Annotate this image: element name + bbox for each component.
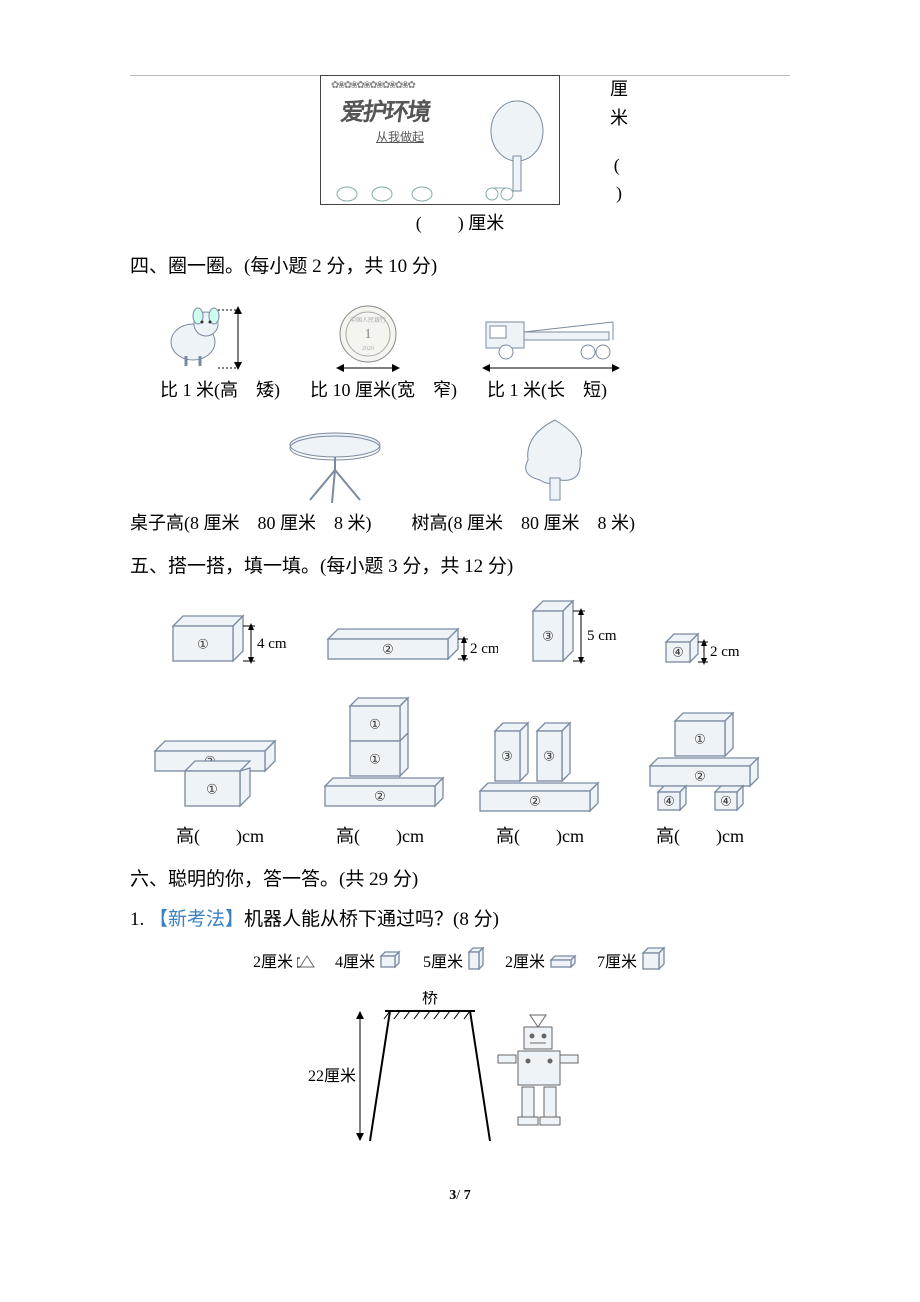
section5-stacks: ② ① ① ① ② ③ — [140, 691, 780, 816]
dim-label: 4 cm — [257, 636, 287, 652]
svg-text:④: ④ — [663, 794, 675, 809]
section5-blocks: ① 4 cm ② 2 cm ③ — [150, 596, 770, 671]
height-blank: 高( )cm — [656, 822, 744, 851]
section6-q1: 1. 【新考法】机器人能从桥下通过吗？(8 分) — [130, 905, 790, 935]
table-icon — [280, 425, 390, 505]
svg-text:④: ④ — [672, 645, 684, 660]
part-label: 2厘米 — [253, 950, 317, 976]
section4-row1-captions: 比 1 米(高 矮) 比 10 厘米(宽 窄) 比 1 米(长 短) — [160, 376, 790, 405]
part-cube-icon — [641, 946, 667, 972]
svg-text:②: ② — [694, 769, 706, 784]
unit-char: 厘 — [610, 79, 628, 99]
caption: 比 1 米(长 短) — [487, 376, 607, 405]
block4-icon: ④ 2 cm — [658, 626, 758, 671]
block3-icon: ③ 5 cm — [523, 596, 633, 671]
svg-text:①: ① — [369, 752, 381, 767]
caption: 比 10 厘米(宽 窄) — [310, 376, 457, 405]
svg-text:2 cm: 2 cm — [470, 641, 498, 657]
svg-text:③: ③ — [542, 629, 554, 644]
svg-text:②: ② — [374, 789, 386, 804]
page-total: 7 — [464, 1188, 471, 1203]
tree2-icon — [510, 415, 600, 505]
caption: 比 1 米(高 矮) — [160, 376, 280, 405]
block2-icon: ② 2 cm — [318, 621, 498, 671]
poster-title: 爱护环境 — [338, 94, 431, 132]
part-label: 4厘米 — [335, 950, 405, 976]
page-content: ✿❀✿❀✿❀✿❀✿❀✿❀✿ 爱护环境 从我做起 — [0, 0, 920, 1151]
svg-text:①: ① — [197, 637, 209, 652]
block1-icon: ① 4 cm — [163, 606, 293, 671]
caption: 树高(8 厘米 80 厘米 8 米) — [412, 509, 636, 538]
q1-tag: 【新考法】 — [149, 909, 244, 930]
stackD-icon: ① ② ④ ④ — [625, 696, 775, 816]
svg-text:③: ③ — [501, 749, 513, 764]
page-number: 3/ 7 — [0, 1185, 920, 1207]
robot-figure: 2厘米 4厘米 5厘米 — [130, 946, 790, 1152]
poster-decor-top: ✿❀✿❀✿❀✿❀✿❀✿❀✿ — [331, 78, 414, 94]
bridge-label: 桥 — [422, 991, 438, 1007]
page-sep: / — [456, 1188, 463, 1203]
stackB-icon: ① ① ② — [305, 691, 455, 816]
part-label: 7厘米 — [597, 946, 667, 976]
bridge-robot-icon: 桥 22厘米 — [300, 991, 620, 1151]
puppy-icon — [148, 292, 278, 372]
svg-text:③: ③ — [543, 749, 555, 764]
stackA-icon: ② ① — [145, 706, 295, 816]
poster-figure: ✿❀✿❀✿❀✿❀✿❀✿❀✿ 爱护环境 从我做起 — [130, 75, 790, 238]
section4-row2-images — [280, 415, 790, 505]
stackC-icon: ③ ③ ② — [465, 696, 615, 816]
part-box-icon — [379, 950, 405, 970]
svg-text:2 cm: 2 cm — [710, 644, 740, 660]
part-label: 2厘米 — [505, 950, 579, 976]
poster-height-blank: 厘 米 ( ) — [610, 75, 628, 208]
bridge-height-label: 22厘米 — [308, 1067, 356, 1085]
svg-text:2020: 2020 — [362, 346, 374, 352]
height-blank: 高( )cm — [336, 822, 424, 851]
svg-text:①: ① — [369, 717, 381, 732]
paren-char: ) — [616, 183, 622, 203]
svg-text:①: ① — [694, 732, 706, 747]
section5-height-blanks: 高( )cm 高( )cm 高( )cm 高( )cm — [140, 822, 780, 851]
svg-text:5 cm: 5 cm — [587, 628, 617, 644]
height-blank: 高( )cm — [496, 822, 584, 851]
poster-width-blank: ( ) 厘米 — [320, 209, 600, 238]
svg-text:①: ① — [206, 782, 218, 797]
part-cone-icon — [297, 953, 317, 969]
coin-icon: 1 中国人民银行 2020 — [318, 292, 428, 372]
height-blank: 高( )cm — [176, 822, 264, 851]
caption: 桌子高(8 厘米 80 厘米 8 米) — [130, 509, 372, 538]
svg-text:④: ④ — [720, 794, 732, 809]
robot-parts-row: 2厘米 4厘米 5厘米 — [253, 946, 667, 976]
section4-row1-images: 1 中国人民银行 2020 — [148, 292, 790, 372]
poster-frame: ✿❀✿❀✿❀✿❀✿❀✿❀✿ 爱护环境 从我做起 — [320, 75, 560, 205]
section4-heading: 四、圈一圈。(每小题 2 分，共 10 分) — [130, 252, 790, 282]
poster-decor-bottom — [327, 180, 553, 202]
svg-text:1: 1 — [365, 327, 372, 342]
paren-char: ( — [614, 155, 620, 175]
svg-text:②: ② — [382, 642, 394, 657]
section4-row2-captions: 桌子高(8 厘米 80 厘米 8 米) 树高(8 厘米 80 厘米 8 米) — [130, 509, 790, 538]
svg-text:②: ② — [529, 794, 541, 809]
q1-number: 1. — [130, 909, 149, 930]
part-tallbox-icon — [467, 947, 487, 971]
svg-text:中国人民银行: 中国人民银行 — [350, 316, 386, 324]
section5-heading: 五、搭一搭，填一填。(每小题 3 分，共 12 分) — [130, 552, 790, 582]
part-flatbox-icon — [549, 955, 579, 969]
truck-icon — [468, 292, 638, 372]
section6-heading: 六、聪明的你，答一答。(共 29 分) — [130, 865, 790, 895]
poster-subtitle: 从我做起 — [376, 128, 424, 147]
q1-text: 机器人能从桥下通过吗？(8 分) — [244, 909, 499, 930]
unit-char: 米 — [610, 108, 628, 128]
part-label: 5厘米 — [423, 947, 487, 976]
